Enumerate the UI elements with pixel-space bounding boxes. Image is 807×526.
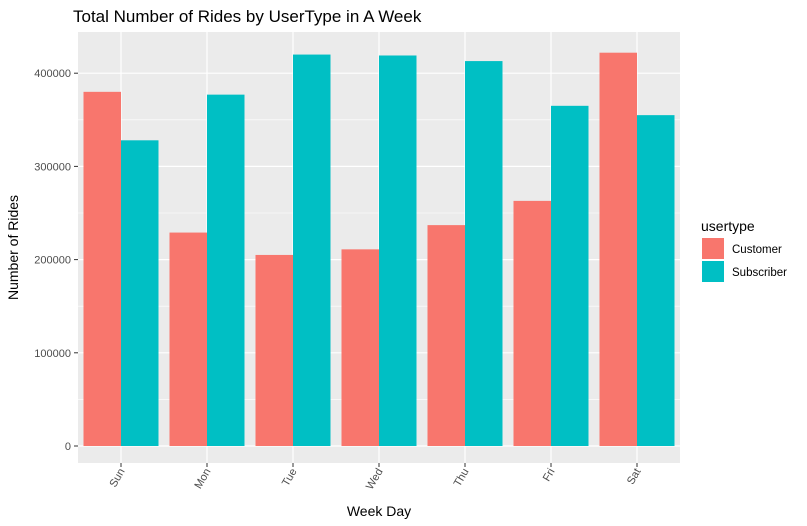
legend-key-subscriber (702, 261, 724, 282)
bar-customer-tue (255, 254, 293, 446)
x-axis-title: Week Day (347, 503, 411, 519)
bar-customer-wed (341, 249, 379, 446)
y-tick-label: 400000 (34, 68, 71, 80)
y-tick-label: 200000 (34, 255, 71, 267)
bar-customer-fri (513, 200, 551, 446)
legend-key-customer (702, 238, 724, 259)
y-tick-label: 300000 (34, 161, 71, 173)
legend-label-subscriber: Subscriber (732, 267, 787, 279)
x-tick-label: Wed (364, 467, 386, 492)
x-tick-label: Fri (541, 467, 558, 484)
chart-title: Total Number of Rides by UserType in A W… (73, 7, 422, 26)
bar-subscriber-thu (465, 61, 503, 447)
bar-subscriber-tue (293, 54, 331, 447)
bar-subscriber-sun (121, 140, 159, 446)
bars (83, 52, 675, 447)
bar-customer-mon (169, 232, 207, 446)
y-axis-title: Number of Rides (5, 195, 21, 300)
bar-customer-sun (83, 91, 121, 446)
legend: usertype Customer Subscriber (701, 218, 787, 282)
bar-subscriber-wed (379, 55, 417, 446)
x-tick-label: Thu (452, 467, 472, 489)
y-tick-label: 0 (65, 441, 71, 453)
bar-subscriber-fri (551, 105, 589, 446)
bar-subscriber-sat (637, 115, 675, 446)
legend-title: usertype (701, 218, 755, 234)
x-axis: Sun Mon Tue Wed Thu Fri Sat (107, 463, 644, 492)
x-tick-label: Sat (625, 467, 644, 487)
x-tick-label: Mon (193, 467, 214, 492)
x-tick-label: Sun (107, 467, 127, 490)
legend-label-customer: Customer (732, 244, 782, 256)
y-tick-label: 100000 (34, 348, 71, 360)
x-tick-label: Tue (280, 467, 300, 489)
bar-subscriber-mon (207, 94, 245, 447)
bar-customer-sat (599, 52, 637, 447)
bar-customer-thu (427, 225, 465, 446)
y-axis: 0 100000 200000 300000 400000 (34, 68, 78, 453)
